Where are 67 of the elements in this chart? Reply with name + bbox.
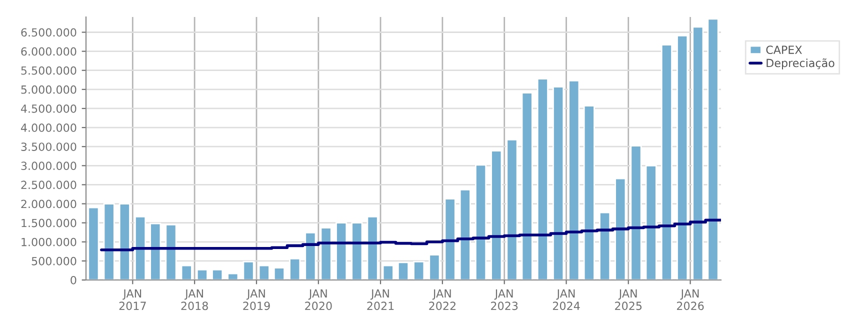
bar — [196, 269, 208, 280]
x-tick-label: JAN 2017 — [119, 289, 146, 310]
x-tick-label: JAN 2020 — [305, 289, 332, 310]
y-tick-label: 1.000.000 — [22, 238, 76, 246]
bar — [660, 44, 672, 280]
bar — [320, 227, 332, 280]
bar — [645, 164, 657, 280]
y-tick-label: 6.500.000 — [21, 28, 76, 37]
bar — [568, 80, 580, 280]
y-tick-label: 0 — [70, 276, 76, 284]
legend-label: CAPEX — [766, 46, 802, 54]
y-tick-label: 4.500.000 — [20, 104, 76, 113]
bar — [692, 26, 704, 280]
bar — [118, 203, 130, 280]
bar — [428, 254, 440, 280]
bar — [336, 222, 348, 280]
y-tick-label: 500.000 — [32, 256, 76, 266]
x-tick-label: JAN 2026 — [676, 289, 704, 310]
bar — [304, 232, 316, 280]
bar — [521, 92, 533, 280]
bar — [506, 139, 518, 280]
bar — [289, 258, 301, 280]
bar — [134, 216, 146, 280]
bar — [242, 261, 254, 280]
y-tick-label: 2.000.000 — [21, 200, 76, 208]
bar — [614, 178, 626, 280]
bar — [490, 150, 502, 280]
bar — [676, 34, 688, 280]
bar — [536, 78, 548, 280]
bar — [397, 262, 410, 280]
bar — [552, 86, 564, 280]
bar — [180, 264, 192, 280]
y-tick-label: 2.500.000 — [21, 180, 76, 190]
bar — [351, 222, 363, 280]
y-tick-label: 6.000.000 — [21, 47, 76, 56]
bar — [88, 206, 100, 280]
y-tick-label: 3.000.000 — [21, 162, 76, 170]
bar — [103, 203, 115, 280]
y-tick-label: 1.500.000 — [22, 218, 76, 228]
y-tick-label: 5.500.000 — [21, 66, 76, 75]
bar — [212, 269, 224, 280]
y-tick-label: 4.000.000 — [20, 124, 76, 132]
bar — [630, 145, 642, 280]
legend-label: Depreciação — [766, 58, 834, 70]
bar — [459, 188, 471, 280]
bar — [444, 198, 456, 280]
y-tick-label: 5.000.000 — [21, 85, 76, 94]
bar — [165, 224, 177, 280]
bar — [413, 261, 425, 280]
y-tick-label: 3.500.000 — [21, 142, 76, 151]
bar — [150, 222, 162, 280]
bar — [599, 212, 611, 280]
bar — [475, 164, 487, 280]
bar — [707, 18, 719, 280]
x-tick-label: JAN 2023 — [491, 289, 518, 310]
x-tick-label: JAN 2022 — [429, 289, 456, 310]
bar — [227, 272, 239, 280]
x-tick-label: JAN 2019 — [243, 289, 270, 310]
bar — [382, 264, 394, 280]
bar — [258, 264, 270, 280]
bar — [366, 216, 378, 280]
x-tick-label: JAN 2021 — [367, 289, 394, 310]
x-tick-label: JAN 2025 — [615, 289, 642, 310]
bar — [583, 105, 595, 280]
x-tick-label: JAN 2018 — [181, 289, 208, 310]
x-tick-label: JAN 2024 — [552, 289, 580, 310]
bar — [273, 267, 285, 280]
